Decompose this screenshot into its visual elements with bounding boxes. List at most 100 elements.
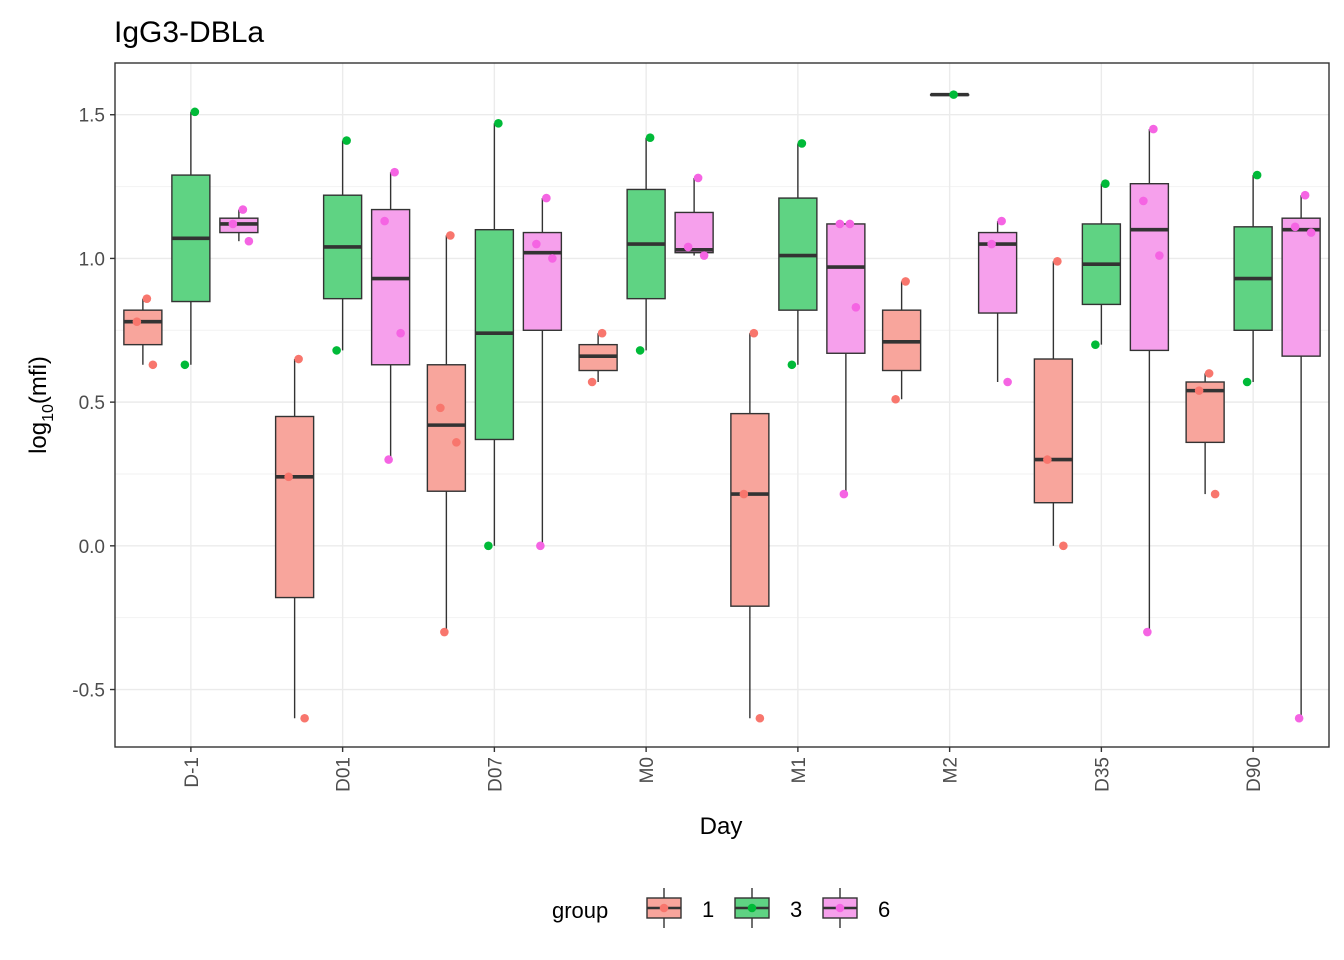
legend-label: 3	[790, 897, 802, 922]
y-tick-label: 0.5	[79, 393, 105, 414]
data-point	[180, 360, 190, 370]
boxplots	[123, 92, 1321, 719]
data-point	[542, 193, 551, 203]
data-point	[1242, 377, 1252, 387]
box	[674, 211, 714, 254]
data-point	[1294, 713, 1304, 723]
data-point	[683, 242, 693, 252]
legend: group 1 3 6	[552, 888, 890, 928]
data-point	[380, 216, 389, 226]
x-tick-label: D90	[1244, 757, 1265, 792]
x-tick-label: D35	[1092, 757, 1113, 792]
data-point	[1252, 170, 1262, 180]
data-point	[1306, 228, 1316, 237]
data-point	[1204, 369, 1214, 378]
box	[730, 412, 770, 607]
data-point	[797, 139, 807, 148]
data-point	[1053, 257, 1062, 266]
data-point	[835, 219, 845, 229]
data-point	[1155, 251, 1164, 260]
data-point	[787, 360, 797, 370]
data-point	[635, 346, 645, 355]
data-point	[190, 107, 200, 117]
data-point	[148, 360, 158, 370]
data-point	[1300, 190, 1310, 200]
x-tick-label: D07	[485, 757, 506, 792]
data-points	[132, 90, 1316, 723]
box	[977, 231, 1018, 314]
box	[426, 364, 467, 492]
data-point	[851, 302, 861, 312]
legend-key-point	[835, 903, 845, 913]
x-tick-label: M0	[637, 757, 658, 783]
data-point	[446, 231, 455, 240]
data-point	[440, 627, 449, 637]
y-axis-title-main: log	[25, 422, 52, 454]
data-point	[755, 713, 765, 723]
legend-key-point	[659, 903, 669, 913]
data-point	[484, 541, 493, 551]
legend-label: 6	[878, 897, 890, 922]
data-point	[1139, 196, 1148, 206]
x-tick-label: D01	[334, 757, 355, 792]
box	[123, 309, 163, 346]
panel-border	[114, 62, 1330, 748]
legend-item: 3	[734, 888, 802, 928]
data-point	[228, 219, 238, 229]
data-point	[1101, 179, 1110, 189]
legend-item: 1	[646, 888, 714, 928]
data-point	[284, 472, 293, 482]
data-point	[987, 239, 996, 249]
data-point	[384, 455, 393, 464]
x-axis-title: Day	[700, 813, 743, 840]
data-point	[532, 239, 541, 249]
data-point	[494, 119, 503, 128]
data-point	[1003, 377, 1012, 387]
x-tick-label: D-1	[182, 757, 203, 788]
data-point	[342, 136, 351, 145]
data-point	[645, 133, 655, 143]
data-point	[238, 205, 248, 214]
data-point	[587, 377, 597, 387]
box	[274, 415, 315, 599]
data-point	[1143, 627, 1152, 637]
box	[522, 231, 563, 331]
data-point	[949, 90, 958, 99]
data-point	[693, 173, 703, 183]
data-point	[749, 328, 759, 338]
data-point	[597, 328, 607, 338]
data-point	[294, 354, 303, 364]
y-tick-label: 1.0	[79, 249, 105, 270]
data-point	[452, 438, 461, 447]
legend-title: group	[552, 898, 608, 923]
data-point	[901, 277, 910, 286]
data-point	[891, 394, 900, 404]
data-point	[390, 167, 399, 177]
box	[1033, 358, 1074, 504]
y-tick-label: 1.5	[79, 106, 105, 127]
data-point	[845, 219, 855, 229]
y-axis-title-paren: (mfi)	[25, 356, 52, 404]
data-point	[1043, 455, 1052, 464]
box	[370, 208, 411, 366]
axes: -0.5 0.0 0.5 1.0 1.5 D-1 D01 D07 M0 M1 M2 D35 D90	[72, 106, 1265, 792]
chart-title: IgG3-DBLa	[114, 16, 264, 49]
data-point	[132, 317, 142, 326]
data-point	[1149, 124, 1158, 134]
box	[1129, 183, 1170, 352]
x-tick-label: M1	[789, 757, 810, 783]
data-point	[1059, 541, 1068, 551]
data-point	[997, 216, 1006, 226]
data-point	[1091, 340, 1100, 349]
data-point	[1290, 222, 1300, 232]
data-point	[244, 236, 254, 246]
data-point	[142, 294, 152, 303]
data-point	[839, 489, 849, 499]
data-point	[332, 346, 341, 355]
box	[1281, 217, 1321, 357]
y-axis-title: log10(mfi)	[25, 356, 57, 454]
data-point	[300, 713, 309, 723]
data-point	[436, 403, 445, 413]
legend-key-point	[747, 903, 757, 913]
